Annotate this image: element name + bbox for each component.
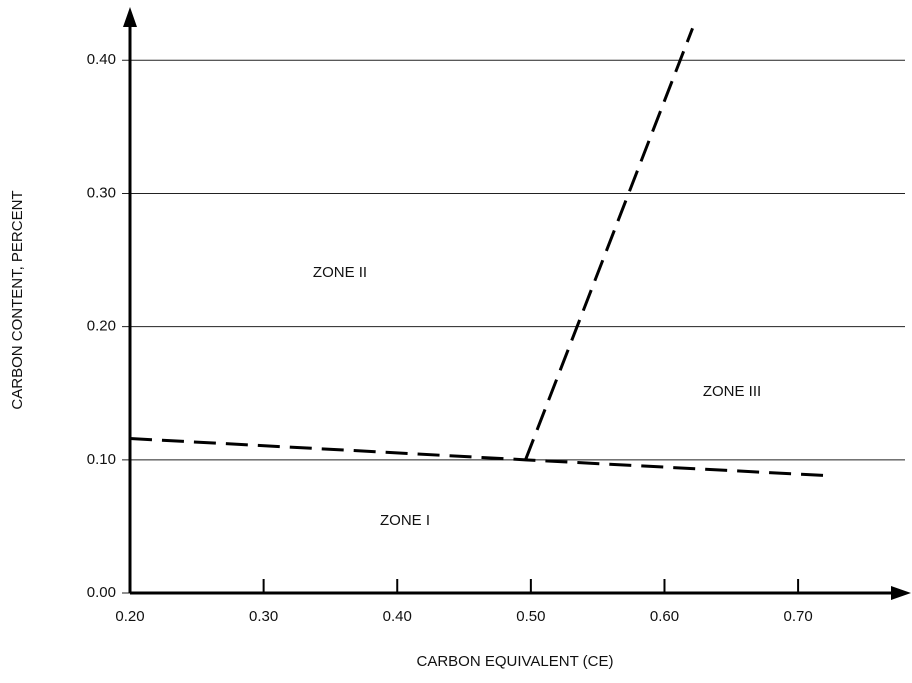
x-axis-label: CARBON EQUIVALENT (CE) [417, 653, 614, 670]
y-tick-label: 0.40 [87, 51, 116, 68]
y-axis-arrow [123, 7, 137, 27]
y-tick-label: 0.30 [87, 184, 116, 201]
y-axis-label: CARBON CONTENT, PERCENT [9, 190, 26, 409]
x-tick-label: 0.40 [383, 608, 412, 625]
zone-label: ZONE III [703, 383, 761, 400]
data-line [129, 437, 831, 478]
zone-label: ZONE I [380, 512, 430, 529]
x-tick-label: 0.20 [115, 608, 144, 625]
x-tick-label: 0.70 [784, 608, 813, 625]
x-tick-label: 0.50 [516, 608, 545, 625]
x-axis-arrow [891, 586, 911, 600]
y-tick-label: 0.20 [87, 318, 116, 335]
y-tick-label: 0.10 [87, 451, 116, 468]
x-tick-label: 0.30 [249, 608, 278, 625]
y-tick-label: 0.00 [87, 584, 116, 601]
zone-label: ZONE II [313, 264, 367, 281]
x-tick-label: 0.60 [650, 608, 679, 625]
data-line [524, 27, 694, 461]
